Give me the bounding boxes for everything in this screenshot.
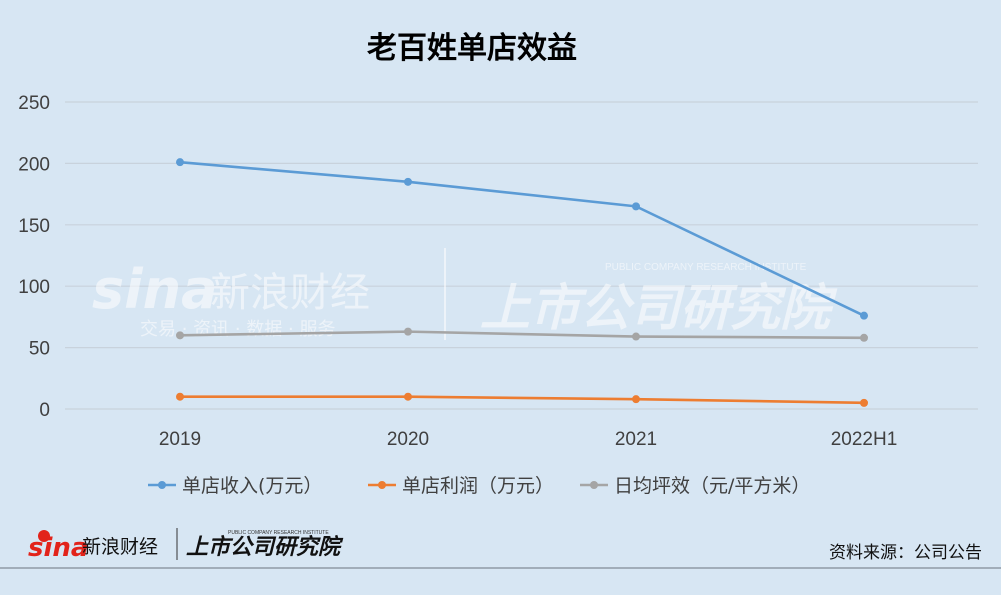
- y-tick-label: 50: [29, 339, 50, 360]
- y-tick-label: 250: [18, 93, 50, 114]
- data-point: [860, 333, 868, 342]
- x-tick-label: 2021: [615, 429, 657, 450]
- data-point: [404, 327, 412, 336]
- x-tick-label: 2020: [387, 429, 429, 450]
- data-point: [404, 392, 412, 401]
- legend-swatch-marker: [378, 481, 386, 489]
- data-point: [632, 395, 640, 404]
- watermark-institute-en: PUBLIC COMPANY RESEARCH INSTITUTE: [605, 262, 807, 273]
- footer-sina-cn: 新浪财经: [82, 536, 158, 558]
- data-point: [860, 311, 868, 320]
- x-tick-label: 2022H1: [831, 429, 898, 450]
- sina-eye-icon: [38, 530, 50, 542]
- watermark-tagline: 交易 · 资讯 · 数据 · 服务: [140, 319, 336, 340]
- source-note: 资料来源：公司公告: [829, 543, 982, 563]
- data-point: [176, 158, 184, 167]
- legend-label: 日均坪效（元/平方米）: [614, 475, 810, 497]
- legend-label: 单店利润（万元）: [402, 475, 554, 497]
- data-point: [860, 398, 868, 407]
- series-group: [176, 158, 868, 407]
- data-point: [176, 331, 184, 340]
- data-point: [632, 332, 640, 341]
- data-point: [176, 392, 184, 401]
- footer-sina-logo: sina: [28, 533, 88, 563]
- x-axis: 2019 2020 2021 2022H1: [159, 429, 897, 450]
- series-line-3: [179, 330, 865, 340]
- legend-swatch-marker: [158, 481, 166, 489]
- chart-title: 老百姓单店效益: [367, 31, 577, 66]
- legend: 单店收入(万元） 单店利润（万元） 日均坪效（元/平方米）: [148, 475, 810, 497]
- series-line-2: [180, 395, 865, 405]
- x-tick-label: 2019: [159, 429, 201, 450]
- footer-logo: sina 新浪财经 上市公司研究院 PUBLIC COMPANY RESEARC…: [28, 528, 344, 563]
- y-tick-label: 150: [18, 216, 50, 237]
- data-point: [404, 177, 412, 186]
- footer-institute-en: PUBLIC COMPANY RESEARCH INSTITUTE: [228, 530, 329, 536]
- watermark-institute: 上市公司研究院: [480, 279, 838, 337]
- y-tick-label: 200: [18, 154, 50, 175]
- watermark-sina-cn: 新浪财经: [210, 270, 370, 316]
- legend-label: 单店收入(万元）: [182, 475, 322, 497]
- footer-institute: 上市公司研究院: [186, 534, 344, 560]
- legend-swatch-marker: [590, 481, 598, 489]
- series-line-1: [179, 160, 865, 317]
- data-point: [632, 202, 640, 211]
- y-tick-label: 0: [39, 400, 50, 421]
- y-tick-label: 100: [18, 277, 50, 298]
- gridlines: [65, 101, 978, 410]
- watermark: sina 新浪财经 交易 · 资讯 · 数据 · 服务 上市公司研究院 PUBL…: [92, 248, 838, 340]
- watermark-sina-logo: sina: [92, 258, 218, 321]
- y-axis: 0 50 100 150 200 250: [18, 93, 50, 421]
